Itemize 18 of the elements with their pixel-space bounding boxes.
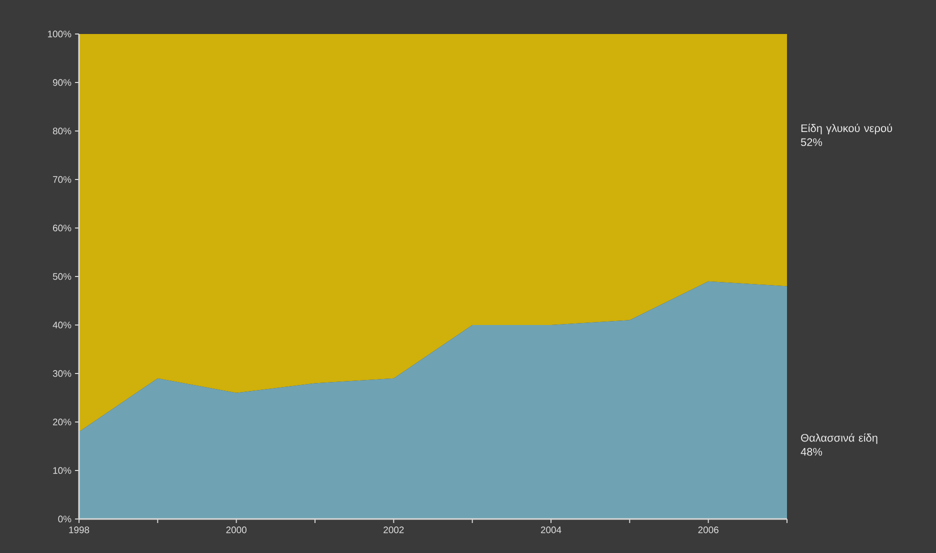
y-tick-label: 20%: [53, 418, 72, 426]
y-tick-label: 50%: [52, 273, 72, 280]
x-tick-label: 2000: [226, 526, 246, 534]
y-tick-label: 100%: [48, 30, 72, 38]
y-tick-label: 90%: [53, 79, 72, 86]
y-tick-label: 10%: [53, 467, 72, 474]
x-tick-label: 2004: [540, 526, 562, 534]
x-tick-label: 2002: [384, 526, 404, 534]
x-tick-label: 2006: [698, 526, 718, 534]
x-tick-label: 1998: [69, 526, 90, 534]
series-label: Θαλασσινά είδη 48%: [800, 433, 878, 456]
y-tick-label: 30%: [52, 370, 72, 377]
y-tick-label: 40%: [52, 322, 72, 328]
y-tick-label: 70%: [53, 176, 72, 183]
y-tick-label: 80%: [52, 128, 72, 134]
y-tick-label: 60%: [53, 224, 72, 232]
series-label: Είδη γλυκού νερού 52%: [800, 124, 892, 146]
y-tick-label: 0%: [58, 516, 72, 522]
